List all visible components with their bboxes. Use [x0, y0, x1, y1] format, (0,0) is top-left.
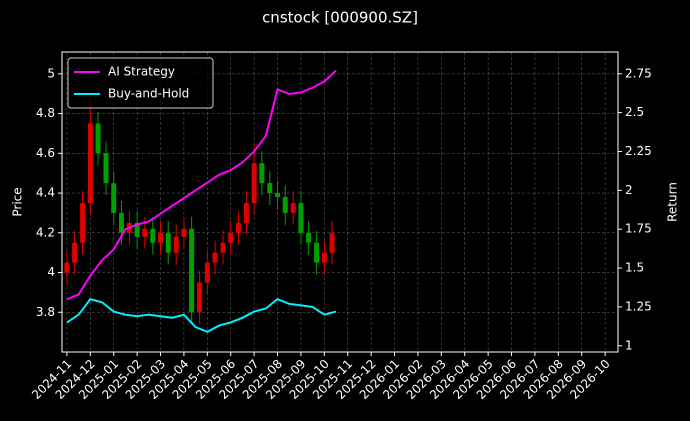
candle-body [64, 262, 70, 273]
y2-axis-label: Return [666, 182, 680, 222]
y-tick-label: 4.4 [36, 186, 55, 200]
y2-tick-label: 2.5 [625, 105, 644, 119]
candle-body [243, 202, 249, 223]
candle-body [72, 242, 78, 263]
candle-body [329, 232, 335, 253]
candle-body [118, 212, 124, 233]
y-tick-label: 3.8 [36, 305, 55, 319]
y-tick-label: 4.8 [36, 106, 55, 120]
candle-body [158, 232, 164, 243]
candle-body [282, 197, 288, 213]
legend-label: Buy-and-Hold [108, 87, 189, 101]
y-axis-label: Price [11, 187, 25, 216]
candle-body [220, 242, 226, 253]
candle-body [235, 222, 241, 233]
candle-body [306, 232, 312, 243]
y-tick-label: 4 [47, 265, 55, 279]
candle-body [87, 123, 93, 203]
candle-body [314, 242, 320, 263]
candle-body [321, 252, 327, 263]
candle-body [150, 228, 156, 243]
candle-body [212, 252, 218, 263]
candle-body [259, 163, 265, 184]
candle-body [228, 232, 234, 243]
plot-frame [61, 51, 619, 353]
candle-body [111, 183, 117, 213]
return-line [66, 298, 337, 333]
y-tick-label: 4.2 [36, 225, 55, 239]
y2-tick-label: 1.75 [625, 222, 652, 236]
candle-body [103, 153, 109, 184]
y2-tick-label: 2 [625, 183, 633, 197]
candle-body [298, 202, 304, 233]
return-line [66, 69, 337, 301]
candle-body [173, 236, 179, 253]
y-tick-label: 4.6 [36, 146, 55, 160]
y2-tick-label: 2.75 [625, 66, 652, 80]
candle-body [80, 202, 86, 243]
candle-body [267, 183, 273, 194]
y2-tick-label: 1.25 [625, 299, 652, 313]
candle-body [275, 193, 281, 198]
candle-body [95, 123, 101, 154]
y2-tick-label: 1.5 [625, 261, 644, 275]
candle-body [204, 262, 210, 283]
candle-body [189, 228, 195, 313]
legend-box [67, 57, 214, 109]
chart-title: cnstock [000900.SZ] [262, 9, 418, 27]
candle-body [142, 228, 148, 237]
candle-body [134, 222, 140, 237]
y2-tick-label: 2.25 [625, 144, 652, 158]
y-tick-label: 5 [47, 66, 55, 80]
legend-label: AI Strategy [108, 65, 175, 79]
candle-body [165, 232, 171, 253]
y2-tick-label: 1 [625, 338, 633, 352]
candle-body [197, 282, 203, 313]
candle-body [181, 228, 187, 237]
candle-body [251, 163, 257, 203]
candle-body [290, 202, 296, 213]
